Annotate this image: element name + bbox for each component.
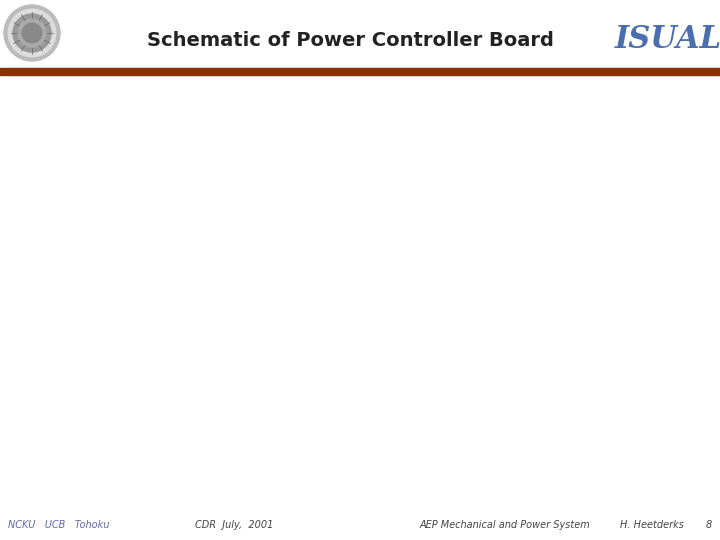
Circle shape (13, 14, 51, 52)
Text: H. Heetderks: H. Heetderks (620, 520, 684, 530)
Text: Schematic of Power Controller Board: Schematic of Power Controller Board (147, 30, 554, 50)
Circle shape (8, 9, 56, 57)
Text: CDR  July,  2001: CDR July, 2001 (195, 520, 274, 530)
Text: NCKU   UCB   Tohoku: NCKU UCB Tohoku (8, 520, 109, 530)
Bar (0, 68, 720, 75)
Circle shape (22, 23, 42, 43)
Bar (0, 75, 720, 510)
Circle shape (4, 5, 60, 61)
Circle shape (18, 19, 46, 47)
Bar (0, 0, 720, 75)
Text: ISUAL: ISUAL (614, 24, 720, 56)
Text: 8: 8 (706, 520, 712, 530)
Text: AEP Mechanical and Power System: AEP Mechanical and Power System (420, 520, 590, 530)
